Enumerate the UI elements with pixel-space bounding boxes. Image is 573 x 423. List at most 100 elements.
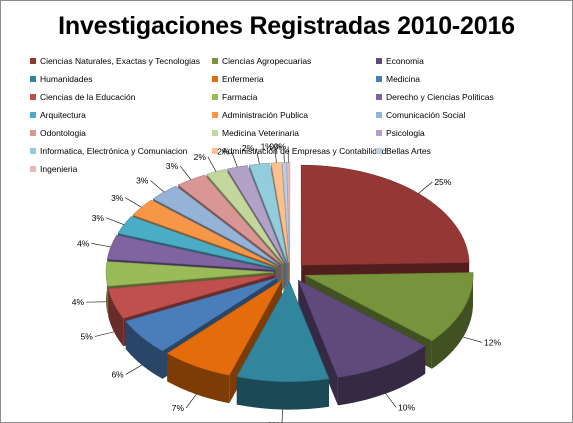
- pie-slice-top: [236, 280, 330, 382]
- legend-label: Farmacia: [222, 92, 258, 102]
- pie-slice-edge: [236, 376, 329, 410]
- legend-label: Medicina Veterinaria: [222, 128, 300, 138]
- data-label: 0%: [274, 141, 287, 151]
- data-label: 3%: [92, 213, 105, 223]
- legend-item: Ingenieria: [30, 164, 77, 174]
- data-label: 7%: [172, 403, 185, 413]
- legend-swatch: [30, 148, 36, 154]
- legend-swatch: [212, 76, 218, 82]
- data-label: 3%: [136, 175, 149, 185]
- leader-line: [150, 180, 165, 193]
- leader-line: [105, 217, 125, 225]
- legend-swatch: [376, 112, 382, 118]
- legend-item: Psicologia: [376, 128, 425, 138]
- legend-swatch: [212, 58, 218, 64]
- data-label: 10%: [398, 402, 415, 412]
- legend-label: Informatica, Electrónica y Comuniacion: [40, 146, 188, 156]
- data-label: 2%: [242, 143, 255, 153]
- legend-label: Psicologia: [386, 128, 425, 138]
- data-label: 5%: [81, 332, 94, 342]
- legend-item: Economia: [376, 56, 424, 66]
- pie-slice-top: [105, 261, 275, 287]
- legend-item: Informatica, Electrónica y Comuniacion: [30, 146, 187, 156]
- legend-label: Bellas Artes: [386, 146, 431, 156]
- data-label: 2%: [194, 152, 207, 162]
- legend-label: Administración de Empresas y Contabilida…: [222, 146, 387, 156]
- legend-item: Humanidades: [30, 74, 92, 84]
- data-label: 2%: [217, 147, 230, 157]
- leader-line: [283, 146, 285, 163]
- legend-swatch: [376, 58, 382, 64]
- pie-slice: [297, 279, 426, 406]
- legend-swatch: [376, 76, 382, 82]
- leader-line: [463, 336, 483, 343]
- legend-item: Ciencias de la Educación: [30, 92, 135, 102]
- legend-swatch: [30, 76, 36, 82]
- pie-slice-edge: [167, 353, 230, 404]
- data-label: 3%: [111, 193, 124, 203]
- legend-swatch: [212, 148, 218, 154]
- leader-line: [179, 165, 192, 180]
- legend-item: Odontologia: [30, 128, 86, 138]
- legend-item: Administración Publica: [212, 110, 308, 120]
- legend-label: Enfermeria: [222, 74, 264, 84]
- chart-title: Investigaciones Registradas 2010-2016: [58, 12, 515, 40]
- legend-item: Administración de Empresas y Contabilida…: [212, 146, 386, 156]
- data-label: 4%: [77, 238, 90, 248]
- pie-slice-top: [281, 162, 290, 263]
- legend-swatch: [30, 112, 36, 118]
- legend-label: Comunicación Social: [386, 110, 466, 120]
- legend-swatch: [376, 148, 382, 154]
- legend-label: Derecho y Ciencias Politicas: [386, 92, 494, 102]
- legend-label: Ingenieria: [40, 164, 78, 174]
- leader-line: [231, 151, 238, 168]
- legend-label: Odontologia: [40, 128, 86, 138]
- legend-swatch: [212, 94, 218, 100]
- legend-swatch: [376, 130, 382, 136]
- pie-slice-side: [298, 280, 338, 406]
- leader-line: [94, 331, 115, 337]
- legend-swatch: [30, 58, 36, 64]
- leader-line: [125, 197, 142, 208]
- leader-line: [385, 393, 397, 408]
- legend-item: Ciencias Agropecuarias: [212, 56, 311, 66]
- legend-item: Enfermeria: [212, 74, 264, 84]
- legend-label: Ciencias Agropecuarias: [222, 56, 312, 66]
- data-label: 0%: [269, 141, 282, 151]
- legend-label: Humanidades: [40, 74, 93, 84]
- legend-label: Ciencias de la Educación: [40, 92, 136, 102]
- data-label: 9%: [268, 420, 281, 423]
- pie-slice-top: [107, 274, 275, 319]
- legend-item: Derecho y Ciencias Politicas: [376, 92, 494, 102]
- data-label: 4%: [72, 297, 85, 307]
- legend-item: Medicina: [376, 74, 420, 84]
- leader-line: [207, 156, 217, 172]
- leader-line: [185, 394, 197, 409]
- pie-slice-edge: [125, 321, 163, 379]
- leader-line: [125, 364, 142, 375]
- legend-label: Medicina: [386, 74, 421, 84]
- legend-swatch: [30, 94, 36, 100]
- legend-item: Comunicación Social: [376, 110, 465, 120]
- legend-label: Economia: [386, 56, 424, 66]
- legend-item: Ciencias Naturales, Exactas y Tecnologia…: [30, 56, 200, 66]
- legend-swatch: [212, 112, 218, 118]
- legend-label: Arquitectura: [40, 110, 86, 120]
- pie-slice: [236, 280, 330, 410]
- legend-item: Farmacia: [212, 92, 257, 102]
- data-label: 6%: [111, 369, 124, 379]
- legend-item: Bellas Artes: [376, 146, 431, 156]
- data-label: 25%: [434, 177, 451, 187]
- pie-slice-top: [297, 279, 426, 378]
- leader-line: [91, 243, 111, 248]
- leader-line: [255, 148, 260, 164]
- pie-slice-top: [248, 162, 288, 263]
- data-label: 12%: [484, 337, 501, 347]
- legend-label: Administración Publica: [222, 110, 308, 120]
- pie-slice-edge: [108, 288, 124, 347]
- legend-swatch: [30, 130, 36, 136]
- leader-line: [418, 181, 433, 194]
- data-label: 3%: [166, 161, 179, 171]
- pie-slice-top: [125, 277, 278, 352]
- leader-line: [274, 146, 277, 163]
